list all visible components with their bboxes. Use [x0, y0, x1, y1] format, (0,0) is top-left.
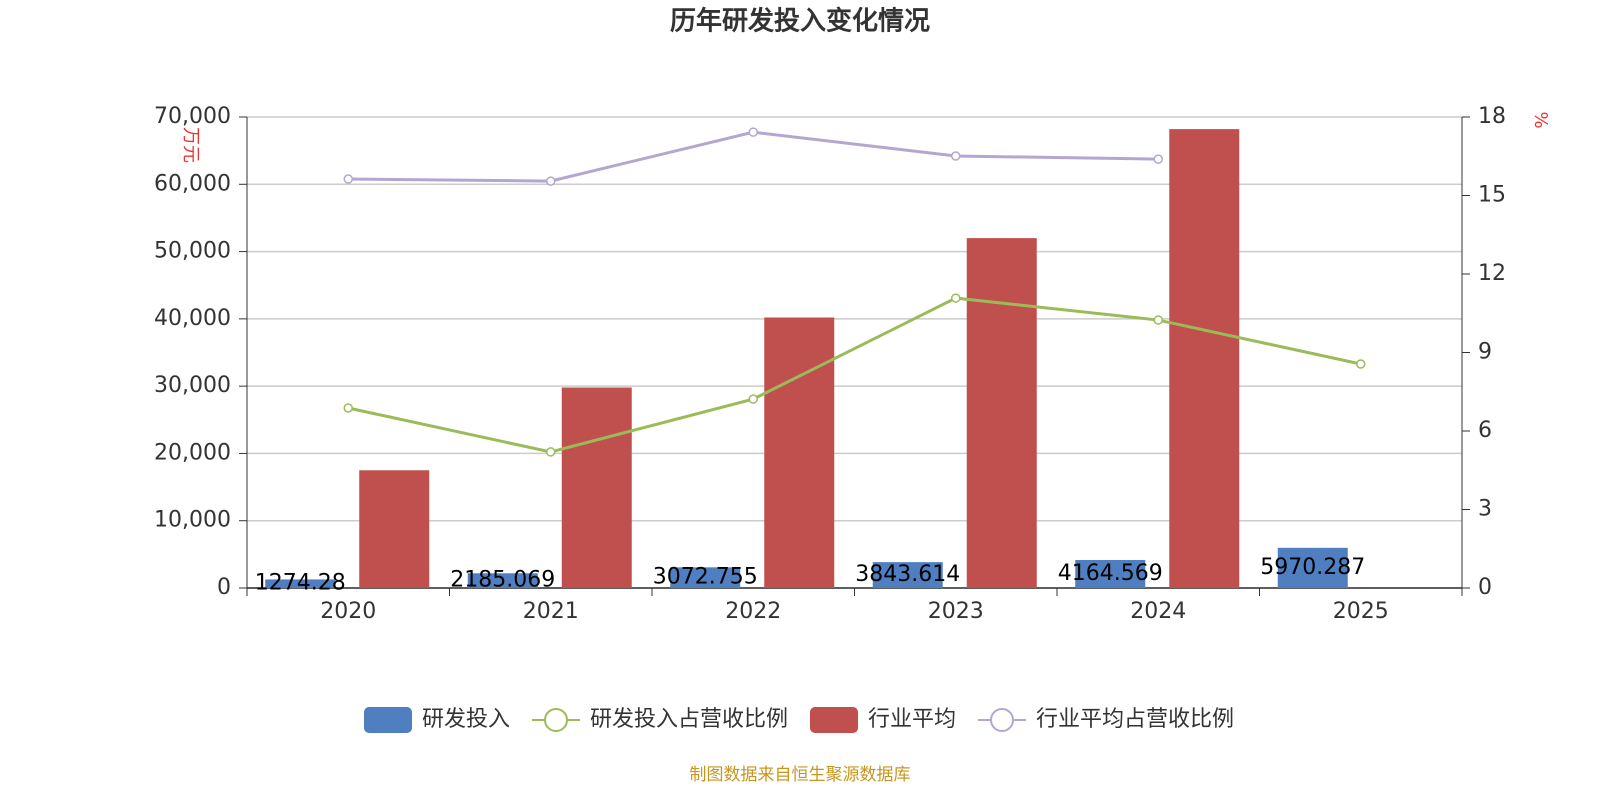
- point: [1153, 315, 1163, 325]
- point: [343, 403, 353, 413]
- x-tick-label: 2020: [320, 599, 376, 624]
- x-tick-label: 2025: [1333, 599, 1389, 624]
- value-label: 1274.28: [255, 571, 346, 596]
- legend-label: 研发投入占营收比例: [590, 707, 788, 732]
- legend-swatch: [544, 708, 568, 732]
- point: [546, 447, 556, 457]
- legend-label: 行业平均: [868, 707, 956, 732]
- point: [951, 293, 961, 303]
- y2-tick-label: 9: [1478, 340, 1492, 365]
- y-tick-label: 40,000: [154, 306, 231, 331]
- y2-axis-label: %: [1530, 111, 1551, 128]
- legend-swatch: [990, 708, 1014, 732]
- line: [347, 296, 1362, 454]
- chart-title: 历年研发投入变化情况: [670, 6, 930, 37]
- x-tick-label: 2023: [928, 599, 984, 624]
- value-label: 4164.569: [1058, 561, 1163, 586]
- line: [348, 130, 1159, 183]
- point: [951, 151, 961, 161]
- bar: [265, 579, 336, 588]
- value-label: 3843.614: [855, 562, 960, 587]
- y-tick-label: 30,000: [154, 373, 231, 398]
- legend-swatch: [364, 707, 412, 733]
- y2-tick-label: 12: [1478, 261, 1506, 286]
- bar: [1075, 559, 1146, 588]
- point: [343, 174, 353, 184]
- bar: [872, 562, 943, 588]
- point: [546, 176, 556, 186]
- legend-swatch: [810, 707, 858, 733]
- y2-tick-label: 18: [1478, 104, 1506, 129]
- x-tick-label: 2024: [1130, 599, 1186, 624]
- point: [1356, 359, 1366, 369]
- legend-label: 研发投入: [422, 707, 510, 732]
- y2-tick-label: 0: [1478, 575, 1492, 600]
- y-axis-label: 万元: [180, 127, 201, 163]
- y-tick-label: 10,000: [154, 508, 231, 533]
- value-label: 3072.755: [653, 565, 758, 590]
- bar: [359, 470, 430, 588]
- x-tick-label: 2021: [523, 599, 579, 624]
- y-tick-label: 70,000: [154, 104, 231, 129]
- bar: [670, 567, 741, 588]
- bar: [764, 317, 835, 588]
- value-label: 2185.069: [450, 568, 555, 593]
- legend-label: 行业平均占营收比例: [1036, 707, 1234, 732]
- y-tick-label: 50,000: [154, 239, 231, 264]
- y-tick-label: 60,000: [154, 171, 231, 196]
- point: [748, 127, 758, 137]
- bar: [966, 238, 1037, 588]
- source-note: 制图数据来自恒生聚源数据库: [690, 765, 911, 785]
- y2-tick-label: 6: [1478, 418, 1492, 443]
- point: [1153, 154, 1163, 164]
- bar: [561, 387, 632, 588]
- bar: [467, 573, 538, 588]
- point: [748, 394, 758, 404]
- value-label: 5970.287: [1260, 555, 1365, 580]
- x-tick-label: 2022: [725, 599, 781, 624]
- y2-tick-label: 15: [1478, 183, 1506, 208]
- bar: [1277, 547, 1348, 588]
- y2-tick-label: 3: [1478, 497, 1492, 522]
- y-tick-label: 20,000: [154, 440, 231, 465]
- bar: [1169, 129, 1240, 588]
- y-tick-label: 0: [217, 575, 231, 600]
